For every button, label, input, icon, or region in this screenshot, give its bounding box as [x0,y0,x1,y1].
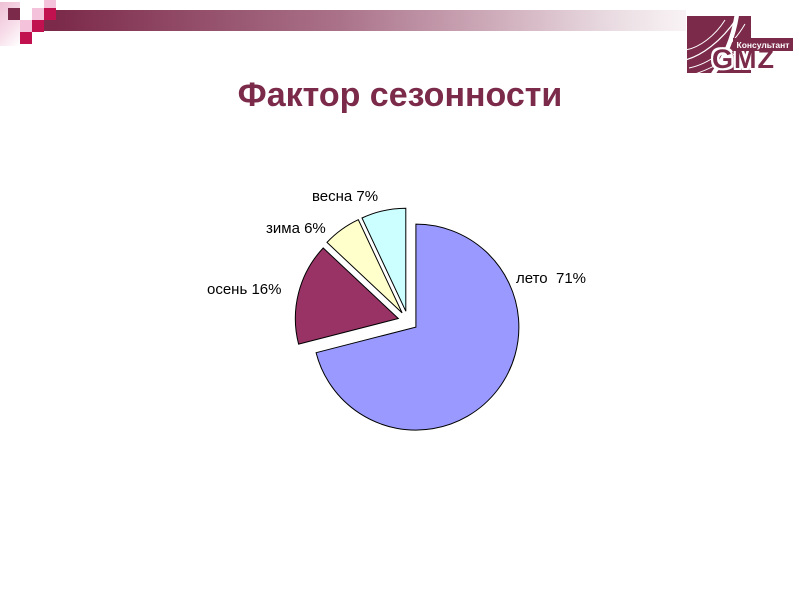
decor-square-maroon-1 [8,8,20,20]
decor-square-crimson-1 [44,8,56,20]
pie-label-vesna: весна 7% [312,188,379,205]
pie-label-osen: осень 16% [207,281,282,298]
decor-square-maroon-2 [44,20,56,31]
pie-label-zima: зима 6% [266,220,326,237]
brand-logo: GMZ Консультант [687,16,797,74]
pie-slice-весна [361,207,407,312]
header-bar [56,10,686,31]
decor-square-crimson-3 [20,32,32,44]
pie-slice-зима [326,219,403,314]
decor-square-crimson-2 [32,20,44,32]
pie-slice-осень [294,247,400,345]
pie-slice-лето [315,223,520,431]
decor-square-pink-3 [20,20,32,32]
decor-square-pink-1 [44,0,56,8]
slide-title: Фактор сезонности [237,76,563,114]
brand-tagline: Консультант [733,38,793,51]
pie-label-leto: лето 71% [516,270,586,287]
decor-square-pink-2 [32,8,44,20]
